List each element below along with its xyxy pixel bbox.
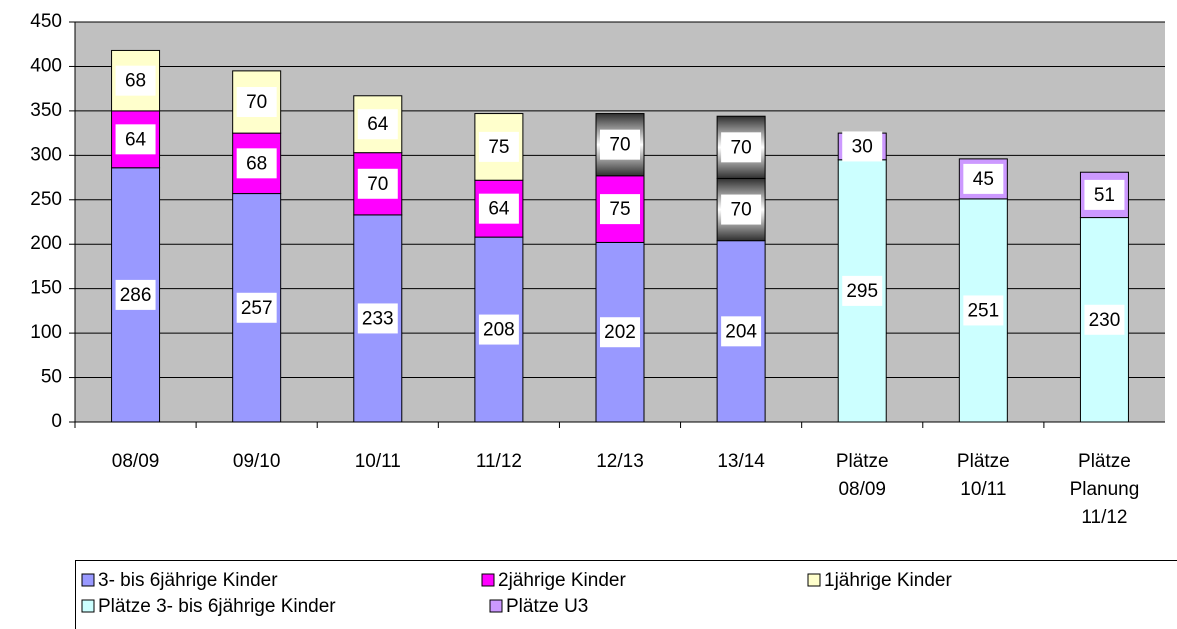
y-tick-label: 100 [30,322,62,343]
value-label-box [478,314,519,345]
value-label: 64 [125,129,147,150]
value-label-box [115,279,156,310]
y-tick-label: 250 [30,189,62,210]
legend-swatch [481,573,495,587]
value-label-box [478,193,519,224]
value-label: 70 [731,200,752,221]
value-label-box [963,163,1004,194]
legend-label: Plätze U3 [506,596,588,617]
y-tick-label: 0 [51,411,62,432]
value-label: 64 [488,199,510,220]
y-tick-label: 200 [30,233,62,254]
x-tick-label: 10/11 [355,451,401,472]
value-label-box [600,194,640,225]
value-label-box [357,303,398,334]
x-tick-label: 12/13 [596,451,644,472]
y-tick-label: 50 [41,367,62,388]
value-label: 204 [725,321,757,342]
value-label-box [478,131,519,162]
value-label-box [721,132,762,163]
value-label-box [600,129,640,160]
value-label: 68 [246,153,267,174]
legend-label: 1jährige Kinder [824,570,952,591]
value-label: 64 [367,114,389,135]
value-label-box [115,65,156,96]
value-label: 286 [120,285,152,306]
value-label-box [357,168,398,199]
value-label: 68 [125,71,146,92]
y-tick-label: 450 [30,11,62,32]
legend-label: 3- bis 6jährige Kinder [98,570,278,591]
legend-label: Plätze 3- bis 6jährige Kinder [98,596,336,617]
value-label: 233 [362,308,394,329]
x-tick-label: 08/09 [112,451,160,472]
y-tick-label: 150 [30,278,62,299]
value-label-box [963,295,1004,326]
value-label: 202 [604,322,636,343]
value-label: 45 [973,169,994,190]
value-label: 70 [246,92,267,113]
value-label-box [236,148,277,179]
value-label: 70 [609,135,630,156]
value-label-box [1084,304,1125,335]
value-label-box [842,275,883,306]
value-label-box [842,131,883,162]
y-tick-label: 300 [30,144,62,165]
value-label: 251 [967,300,999,321]
value-label: 230 [1089,310,1121,331]
legend-swatch [81,599,95,613]
y-tick-label: 400 [30,55,62,76]
legend-label: 2jährige Kinder [498,570,626,591]
legend-swatch [807,573,821,587]
value-label: 70 [731,137,752,158]
value-label-box [600,317,640,348]
value-label: 51 [1094,185,1115,206]
value-label: 208 [483,320,515,341]
x-tick-label: Plätze 08/09 [836,451,889,500]
value-label: 75 [488,137,509,158]
legend-box [75,560,1177,629]
value-label: 75 [609,199,630,220]
value-label: 295 [846,281,878,302]
value-label-box [357,109,398,140]
value-label-box [1084,179,1125,210]
x-tick-label: 09/10 [233,451,281,472]
value-label-box [236,292,277,323]
legend-swatch [489,599,503,613]
x-tick-label: Plätze Planung 11/12 [1070,451,1140,528]
y-tick-label: 350 [30,100,62,121]
value-label-box [721,194,762,225]
x-tick-label: 13/14 [717,451,765,472]
value-label-box [721,316,762,347]
value-label-box [115,124,156,155]
x-tick-label: 11/12 [476,451,522,472]
value-label: 257 [241,298,273,319]
value-label-box [236,87,277,117]
value-label: 30 [852,136,873,157]
value-label: 70 [367,174,388,195]
x-tick-label: Plätze 10/11 [957,451,1010,500]
legend-swatch [81,573,95,587]
